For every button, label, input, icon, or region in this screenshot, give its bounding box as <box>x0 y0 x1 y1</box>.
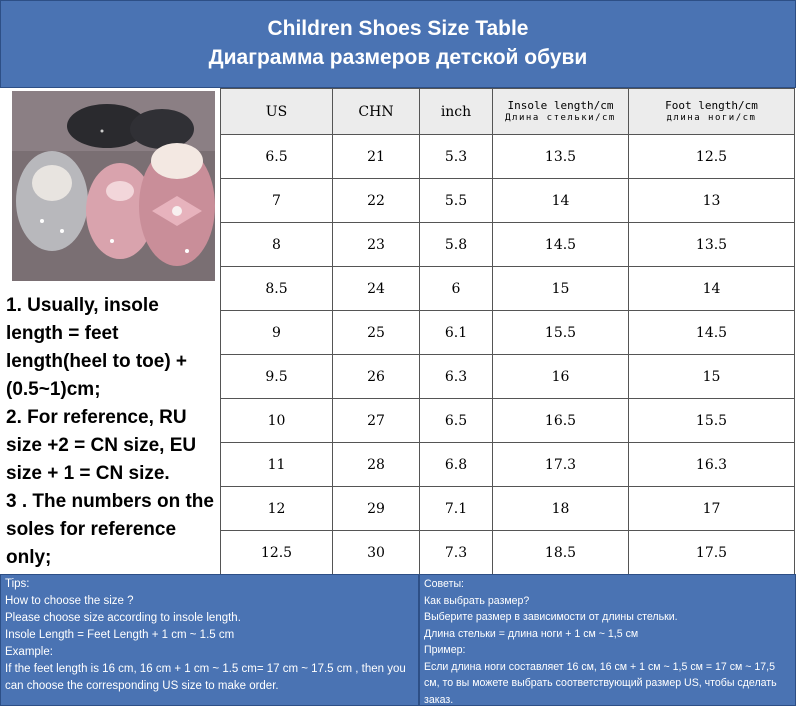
header-inch: inch <box>419 88 493 135</box>
cell-insole: 14.5 <box>492 222 629 267</box>
cell-us: 9.5 <box>220 354 333 399</box>
cell-chn: 22 <box>332 178 420 223</box>
header-insole-ru: Длина стельки/cm <box>505 113 616 123</box>
cell-inch: 7.3 <box>419 530 493 575</box>
cell-insole: 13.5 <box>492 134 629 179</box>
cell-insole: 18 <box>492 486 629 531</box>
table-row: 8.5 24 6 15 14 <box>220 266 795 311</box>
cell-inch: 5.5 <box>419 178 493 223</box>
tips-en-line: Example: <box>5 646 53 658</box>
cell-foot: 12.5 <box>628 134 795 179</box>
tips-ru-line: Советы: <box>424 578 465 590</box>
tips-en-line: Insole Length = Feet Length + 1 cm ~ 1.5… <box>5 629 235 641</box>
product-photo <box>12 91 215 281</box>
tips-en-line: Tips: <box>5 578 30 590</box>
tips-ru-line: Длина стельки = длина ноги + 1 см ~ 1,5 … <box>424 627 639 640</box>
cell-foot: 15.5 <box>628 398 795 443</box>
cell-us: 10 <box>220 398 333 443</box>
header-chn: CHN <box>332 88 420 135</box>
cell-chn: 27 <box>332 398 420 443</box>
cell-insole: 15 <box>492 266 629 311</box>
table-row: 8 23 5.8 14.5 13.5 <box>220 222 795 267</box>
cell-foot: 13.5 <box>628 222 795 267</box>
cell-insole: 14 <box>492 178 629 223</box>
cell-insole: 15.5 <box>492 310 629 355</box>
tips-ru-line: Если длина ноги составляет 16 см, 16 см … <box>424 660 777 706</box>
header-foot-en: Foot length/cm <box>665 99 758 112</box>
cell-chn: 29 <box>332 486 420 531</box>
tips-english: Tips: How to choose the size ? Please ch… <box>0 574 419 706</box>
cell-foot: 17.5 <box>628 530 795 575</box>
cell-foot: 13 <box>628 178 795 223</box>
page-header: Children Shoes Size Table Диаграмма разм… <box>0 0 796 88</box>
cell-chn: 21 <box>332 134 420 179</box>
cell-us: 12.5 <box>220 530 333 575</box>
cell-foot: 17 <box>628 486 795 531</box>
table-body: 6.5 21 5.3 13.5 12.5 7 22 5.5 14 13 8 23 5.8 14.5 13.5… <box>220 134 795 575</box>
table-row: 12 29 7.1 18 17 <box>220 486 795 531</box>
header-insole: Insole length/cm Длина стельки/cm <box>492 88 629 135</box>
tips-en-line: Please choose size according to insole l… <box>5 612 241 624</box>
cell-chn: 30 <box>332 530 420 575</box>
cell-inch: 6.3 <box>419 354 493 399</box>
cell-inch: 7.1 <box>419 486 493 531</box>
note-1: 1. Usually, insole length = feet length(… <box>6 295 188 400</box>
table-row: 9.5 26 6.3 16 15 <box>220 354 795 399</box>
table-row: 12.5 30 7.3 18.5 17.5 <box>220 530 795 575</box>
cell-insole: 17.3 <box>492 442 629 487</box>
cell-inch: 5.8 <box>419 222 493 267</box>
cell-foot: 16.3 <box>628 442 795 487</box>
cell-chn: 28 <box>332 442 420 487</box>
cell-chn: 26 <box>332 354 420 399</box>
cell-inch: 6.1 <box>419 310 493 355</box>
cell-us: 8 <box>220 222 333 267</box>
cell-us: 8.5 <box>220 266 333 311</box>
header-foot-ru: длина ноги/cm <box>666 113 757 123</box>
table-row: 9 25 6.1 15.5 14.5 <box>220 310 795 355</box>
cell-inch: 5.3 <box>419 134 493 179</box>
cell-chn: 25 <box>332 310 420 355</box>
cell-us: 11 <box>220 442 333 487</box>
table-row: 7 22 5.5 14 13 <box>220 178 795 223</box>
tips-ru-line: Выберите размер в зависимости от длины с… <box>424 611 678 623</box>
cell-inch: 6 <box>419 266 493 311</box>
table-row: 10 27 6.5 16.5 15.5 <box>220 398 795 443</box>
cell-foot: 14.5 <box>628 310 795 355</box>
cell-us: 6.5 <box>220 134 333 179</box>
cell-us: 7 <box>220 178 333 223</box>
cell-insole: 18.5 <box>492 530 629 575</box>
table-row: 11 28 6.8 17.3 16.3 <box>220 442 795 487</box>
size-table: US CHN inch Insole length/cm Длина стель… <box>220 88 795 575</box>
header-foot: Foot length/cm длина ноги/cm <box>628 88 795 135</box>
tips-ru-line: Пример: <box>424 644 466 656</box>
table-row: 6.5 21 5.3 13.5 12.5 <box>220 134 795 179</box>
title-english: Children Shoes Size Table <box>267 17 529 40</box>
cell-insole: 16 <box>492 354 629 399</box>
cell-chn: 24 <box>332 266 420 311</box>
note-3: 3 . The numbers on the soles for referen… <box>6 491 214 568</box>
header-us: US <box>220 88 333 135</box>
header-insole-en: Insole length/cm <box>507 99 614 112</box>
cell-us: 9 <box>220 310 333 355</box>
size-notes: 1. Usually, insole length = feet length(… <box>6 292 218 572</box>
cell-us: 12 <box>220 486 333 531</box>
cell-insole: 16.5 <box>492 398 629 443</box>
cell-inch: 6.5 <box>419 398 493 443</box>
tips-en-line: How to choose the size ? <box>5 595 134 607</box>
note-2: 2. For reference, RU size +2 = CN size, … <box>6 407 197 484</box>
tips-ru-line: Как выбрать размер? <box>424 594 530 607</box>
tips-en-line: If the feet length is 16 cm, 16 cm + 1 c… <box>5 663 406 692</box>
table-header-row: US CHN inch Insole length/cm Длина стель… <box>220 88 795 135</box>
cell-chn: 23 <box>332 222 420 267</box>
title-russian: Диаграмма размеров детской обуви <box>208 46 588 69</box>
cell-inch: 6.8 <box>419 442 493 487</box>
cell-foot: 14 <box>628 266 795 311</box>
cell-foot: 15 <box>628 354 795 399</box>
tips-russian: Советы: Как выбрать размер? Выберите раз… <box>419 574 796 706</box>
